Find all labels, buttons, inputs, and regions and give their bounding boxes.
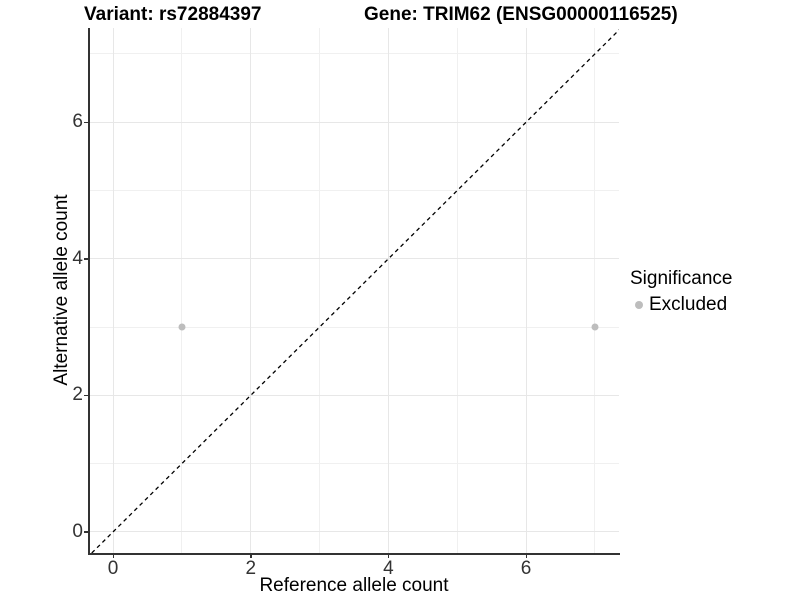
y-axis-tick — [84, 394, 88, 397]
gridline-y-major — [89, 258, 619, 260]
y-tick-label: 2 — [72, 384, 83, 406]
gridline-x-minor — [319, 28, 321, 553]
y-tick-label: 4 — [72, 247, 83, 269]
gridline-y-minor — [89, 326, 619, 328]
gridline-x-major — [112, 28, 114, 553]
y-tick-label: 0 — [72, 520, 83, 542]
legend-item-label: Excluded — [649, 294, 728, 315]
gridline-x-major — [250, 28, 252, 553]
gene-title: Gene: TRIM62 (ENSG00000116525) — [364, 4, 678, 25]
gridline-y-minor — [89, 53, 619, 55]
y-tick-label: 6 — [72, 111, 83, 133]
x-axis-tick — [112, 554, 115, 558]
y-axis-tick — [84, 258, 88, 260]
gridline-y-major — [89, 531, 619, 533]
gridline-x-major — [525, 28, 527, 553]
legend-item-excluded: Excluded — [630, 294, 732, 316]
x-tick-label: 0 — [107, 558, 119, 579]
gridline-x-major — [387, 28, 389, 553]
gridline-x-minor — [181, 28, 183, 553]
x-axis-tick — [250, 554, 252, 558]
y-axis-tick — [84, 121, 88, 124]
x-tick-label: 6 — [520, 558, 532, 579]
gridline-y-major — [89, 394, 619, 396]
x-axis-tick — [387, 554, 390, 558]
legend-title: Significance — [630, 268, 733, 289]
gridline-x-minor — [594, 28, 596, 553]
y-axis-title: Alternative allele count — [51, 194, 72, 386]
variant-title: Variant: rs72884397 — [84, 4, 262, 25]
legend: Significance Excluded — [630, 268, 732, 316]
gridline-x-minor — [456, 28, 458, 553]
gridline-y-minor — [89, 189, 619, 191]
y-axis-tick — [84, 531, 88, 533]
x-axis-title: Reference allele count — [259, 575, 449, 596]
legend-point-icon — [635, 301, 643, 309]
x-tick-label: 4 — [383, 558, 394, 579]
gridline-y-minor — [89, 463, 619, 465]
data-point — [591, 323, 599, 331]
x-axis-tick — [525, 554, 528, 558]
identity-line — [91, 29, 619, 553]
data-point — [178, 323, 186, 331]
gridline-y-major — [89, 121, 619, 123]
y-axis-line — [88, 28, 90, 555]
x-axis-line — [88, 553, 620, 555]
plot-panel — [89, 28, 619, 553]
x-tick-label: 2 — [245, 558, 257, 579]
